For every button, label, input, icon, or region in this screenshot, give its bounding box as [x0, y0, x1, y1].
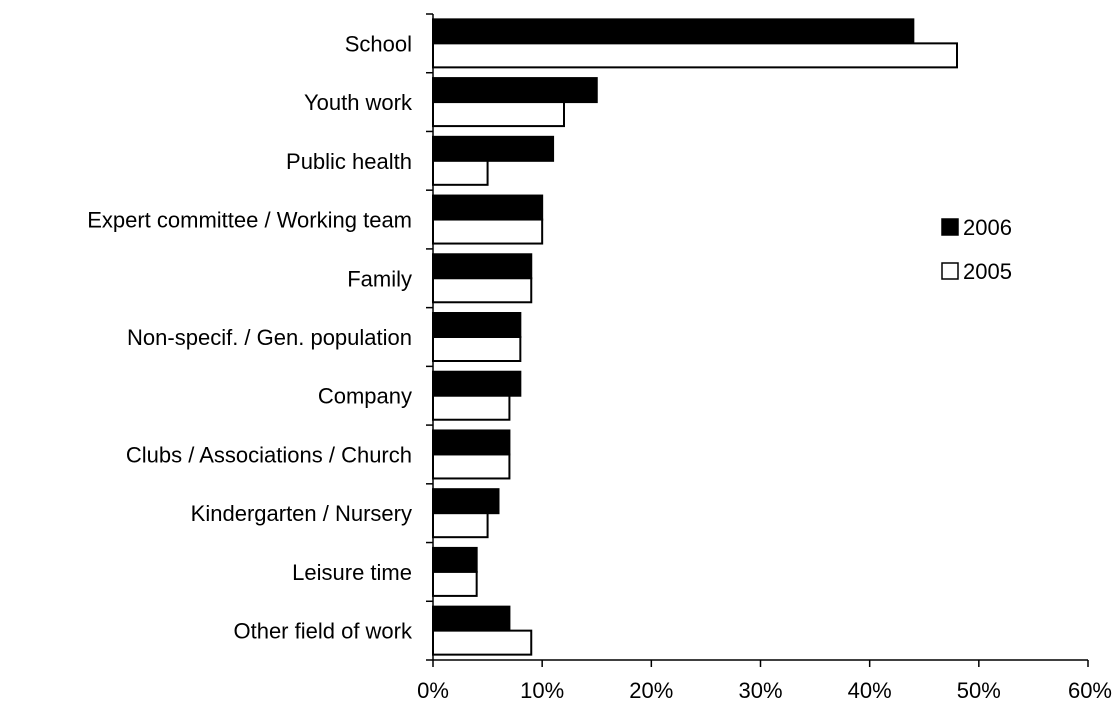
category-label: Youth work	[304, 90, 413, 115]
bar-2006-8	[432, 488, 500, 515]
legend-label: 2005	[963, 259, 1012, 284]
legend-label: 2006	[963, 215, 1012, 240]
bar-2005-2	[432, 159, 489, 186]
bar-2005-8	[432, 512, 489, 539]
bar-2006-7	[432, 429, 511, 456]
bar-2005-10	[432, 629, 533, 656]
category-label: Company	[318, 384, 412, 409]
bar-2005-9	[432, 570, 478, 597]
bar-2006-0	[432, 18, 915, 45]
x-tick-label: 10%	[520, 678, 564, 703]
bar-2005-7	[432, 453, 511, 480]
x-tick-label: 30%	[738, 678, 782, 703]
bar-2006-2	[432, 135, 555, 162]
x-tick-labels: 0% 10% 20% 30% 40% 50% 60%	[417, 678, 1112, 703]
x-tick-label: 0%	[417, 678, 449, 703]
bar-2006-10	[432, 605, 511, 632]
x-tick-label: 50%	[957, 678, 1001, 703]
category-label: Family	[347, 266, 412, 291]
bar-2006-5	[432, 312, 522, 338]
bars-layer	[432, 18, 958, 656]
bar-2006-3	[432, 194, 544, 221]
bar-2006-9	[432, 546, 478, 573]
category-label: Other field of work	[233, 619, 413, 644]
legend-swatch-2005	[941, 262, 959, 280]
bar-2006-1	[432, 77, 598, 104]
category-label: Non-specif. / Gen. population	[127, 325, 412, 350]
bar-2005-6	[432, 394, 511, 421]
bar-2005-1	[432, 101, 565, 128]
legend-swatch-2006	[941, 218, 959, 236]
category-label: School	[345, 31, 412, 56]
category-label: Leisure time	[292, 560, 412, 585]
bar-2005-0	[432, 42, 958, 69]
category-label: Public health	[286, 149, 412, 174]
category-label: Kindergarten / Nursery	[191, 501, 412, 526]
bar-2006-4	[432, 253, 533, 280]
bar-2005-3	[432, 218, 544, 245]
x-tick-label: 60%	[1068, 678, 1112, 703]
bar-2005-4	[432, 277, 533, 304]
x-tick-label: 20%	[629, 678, 673, 703]
category-label: Expert committee / Working team	[87, 208, 412, 233]
x-tick-label: 40%	[848, 678, 892, 703]
axes-layer	[426, 13, 1089, 667]
bar-2006-6	[432, 370, 522, 397]
category-labels: School Youth work Public health Expert comm…	[87, 31, 413, 643]
bar-2005-5	[432, 336, 522, 362]
legend: 2006 2005	[941, 215, 1012, 284]
category-label: Clubs / Associations / Church	[126, 442, 412, 467]
